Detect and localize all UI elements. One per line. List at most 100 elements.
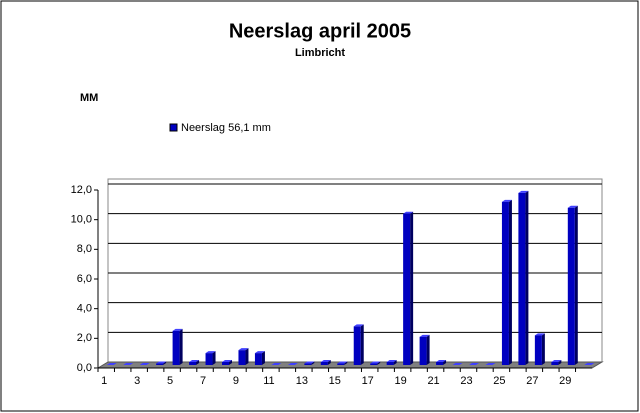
bar-side [360,324,364,365]
bar [551,362,559,365]
bar-top [403,211,414,214]
bar [205,353,213,365]
bar-side [196,360,200,365]
bar-top [222,360,232,363]
bar [172,330,180,365]
bar-side [410,211,414,365]
chart-title: Neerslag april 2005 [229,20,411,42]
bar [304,363,312,365]
x-tick-label: 9 [233,375,239,387]
bar-top [139,363,150,365]
bar-side [443,360,447,365]
bar-side [426,334,430,365]
y-tick-label: 12,0 [71,184,92,196]
bar-top [567,205,578,208]
bar-top [238,348,249,351]
bar-top [304,361,315,364]
bar-top [370,361,381,364]
x-tick-label: 13 [296,375,308,387]
bar [403,213,411,365]
bar-side [311,361,315,365]
y-tick-label: 2,0 [77,332,92,344]
bar-top [320,360,331,363]
y-tick-label: 6,0 [77,273,92,285]
bar-side [229,360,232,365]
bar-top [287,363,298,365]
bar-top [436,360,447,363]
bar-top [156,361,167,364]
bar-side [393,360,397,365]
bar [370,363,378,365]
bar [254,353,262,365]
y-tick-label: 10,0 [71,214,92,226]
bar-top [172,328,183,331]
bar-side [541,333,545,365]
x-tick-label: 5 [167,375,173,387]
bar-top [485,363,496,365]
bar-top [337,361,348,364]
bar [567,207,575,365]
bar-side [212,351,216,365]
bar-side [261,351,265,365]
bar-top [386,360,397,363]
bar-top [584,363,595,365]
x-tick-label: 23 [460,375,472,387]
bar [419,336,427,365]
bar-top [518,190,529,193]
bar-top [551,360,562,363]
y-tick-label: 8,0 [77,243,92,255]
x-tick-label: 29 [559,375,571,387]
bar-side [179,328,183,365]
bar-top [106,363,117,365]
bar-side [245,348,249,365]
bar-top [254,351,265,354]
bar [386,362,394,365]
bar [189,362,197,365]
x-tick-label: 7 [200,375,206,387]
bar-side [525,190,529,365]
bar-side [508,199,512,365]
bar-side [163,361,167,365]
bar-top [419,334,430,337]
bar-side [558,360,562,365]
bar [156,363,164,365]
y-tick-label: 0,0 [77,362,92,374]
legend-swatch [169,123,178,132]
x-tick-label: 25 [493,375,505,387]
bar-side [574,205,578,365]
bar-top [271,363,282,365]
bar-top [501,199,512,202]
bar-side [327,360,331,365]
bar-top [123,363,134,365]
x-tick-label: 21 [427,375,439,387]
bar [222,362,229,365]
bar-top [205,351,216,354]
bar-top [189,360,200,363]
x-tick-label: 15 [329,375,341,387]
bar-side [344,361,348,365]
bar [436,362,444,365]
bar [501,201,509,365]
legend-label: Neerslag 56,1 mm [181,122,271,134]
chart-subtitle: Limbricht [295,47,345,59]
bar [337,363,345,365]
bar-top [353,324,364,327]
bar-side [377,361,381,365]
x-tick-label: 27 [526,375,538,387]
bar [518,192,526,365]
x-tick-label: 19 [395,375,407,387]
y-axis-title: MM [80,92,98,104]
bar-top [469,363,479,365]
bar [238,350,246,365]
x-tick-label: 1 [101,375,107,387]
bar [534,335,542,365]
x-tick-label: 11 [263,375,274,387]
bar [353,326,361,365]
x-tick-label: 17 [362,375,374,387]
bar-top [534,333,545,336]
y-tick-label: 4,0 [77,303,92,315]
bar-top [452,363,463,365]
bar [320,362,328,365]
x-tick-label: 3 [134,375,140,387]
